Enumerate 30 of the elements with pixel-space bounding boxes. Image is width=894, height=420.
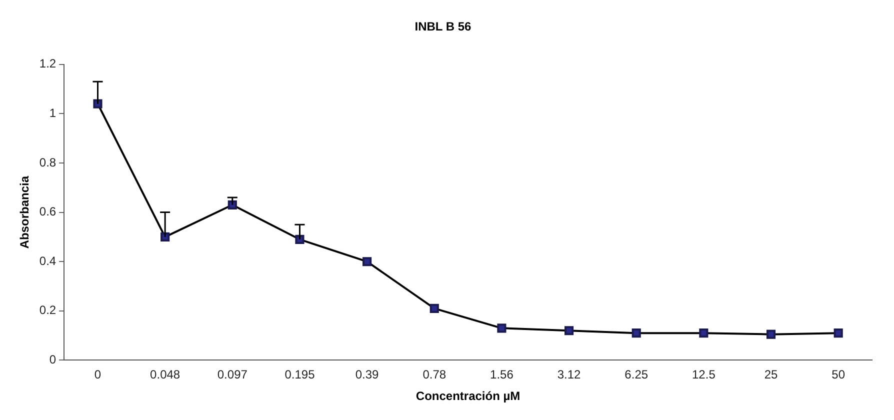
point: [834, 328, 843, 338]
y-tick-label: 0: [49, 352, 56, 367]
x-tick-label: 6.25: [624, 368, 648, 382]
x-tick-label: 25: [764, 368, 778, 382]
y-axis-title: Absorbancia: [18, 176, 32, 249]
x-tick-label: 12.5: [692, 368, 716, 382]
y-tick-label: 1: [49, 106, 56, 120]
x-tick-label: 3.12: [557, 368, 582, 382]
y-tick-label: 0.2: [39, 303, 56, 318]
y-tick-label: 1.2: [39, 56, 56, 71]
x-axis-title: Concentración µM: [416, 389, 520, 404]
point: [362, 257, 372, 266]
x-tick-label: 0.78: [422, 368, 446, 382]
x-tick-label: 0: [94, 368, 102, 382]
x-tick-label: 1.56: [490, 368, 514, 382]
x-tick-label: 0.39: [355, 368, 380, 382]
y-tick-label: 0.6: [39, 204, 56, 219]
chart-title: INBL B 56: [414, 20, 472, 34]
x-tick-label: 0.048: [150, 368, 180, 382]
x-tick-label: 50: [832, 368, 846, 382]
point: [564, 326, 574, 336]
point: [430, 304, 439, 313]
y-tick-label: 0.4: [39, 254, 56, 268]
y-tick-label: 0.8: [39, 155, 56, 170]
point: [632, 328, 641, 338]
point: [766, 330, 776, 339]
point: [497, 324, 506, 333]
x-tick-label: 0.097: [217, 368, 248, 382]
x-tick-label: 0.195: [284, 368, 316, 382]
point: [699, 328, 708, 338]
